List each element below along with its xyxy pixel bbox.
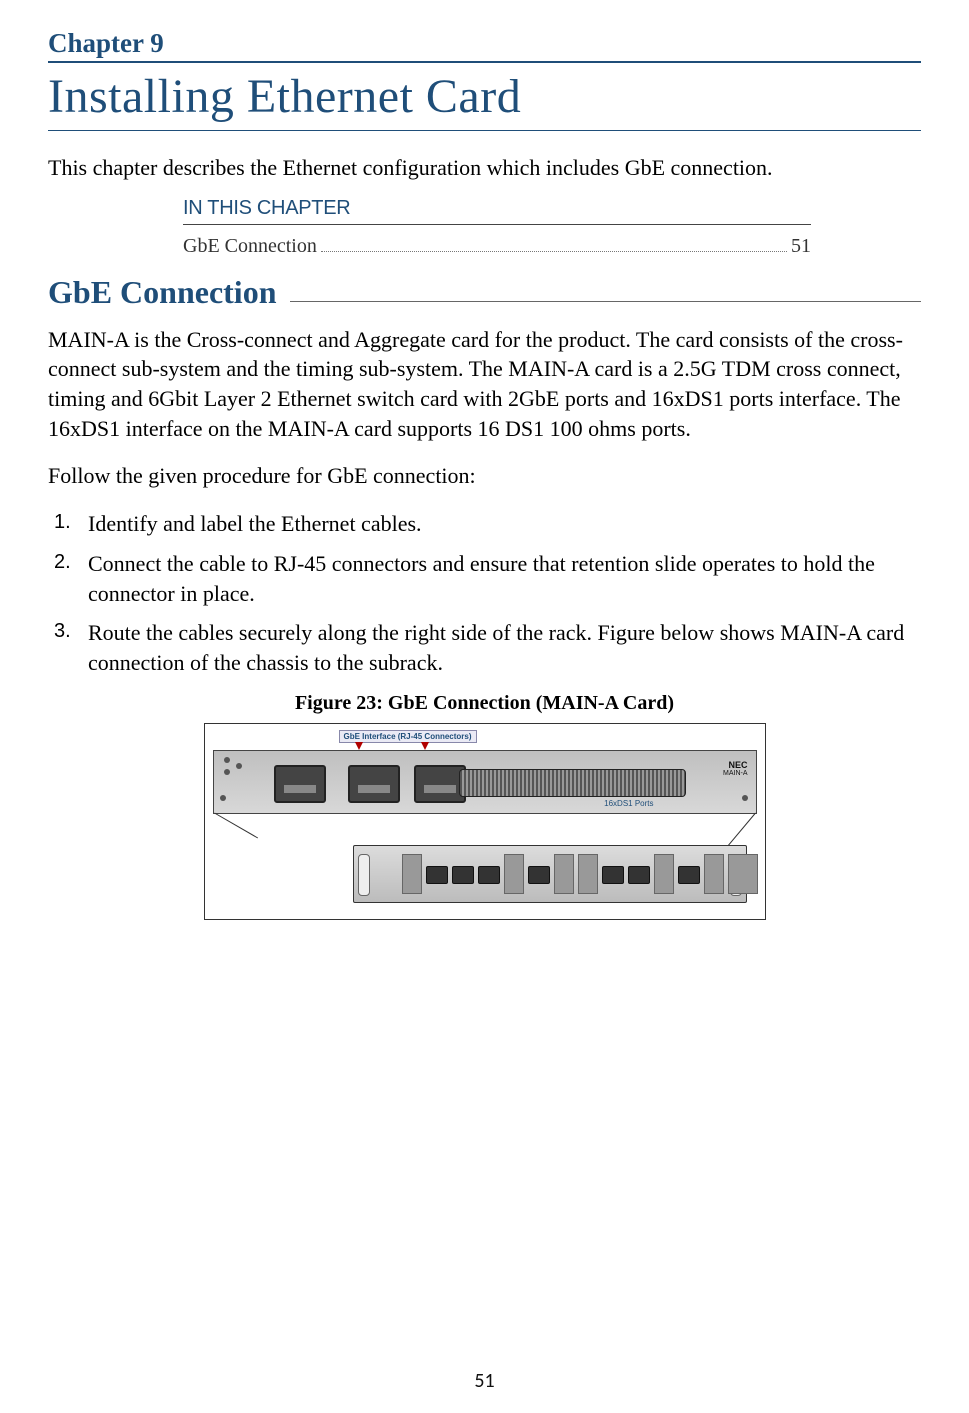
- screw-icon: [742, 795, 748, 801]
- rj45-port-icon: [348, 765, 400, 803]
- screw-icon: [220, 795, 226, 801]
- ds1-ports-label: 16xDS1 Ports: [604, 799, 653, 808]
- toc-dots: [321, 233, 787, 252]
- rj45-port-icon: [414, 765, 466, 803]
- in-this-chapter-block: IN THIS CHAPTER GbE Connection 51: [183, 197, 811, 258]
- chassis-modules: [402, 854, 698, 894]
- rule-top: [48, 61, 921, 63]
- chassis-subrack: [353, 845, 747, 903]
- toc-entry: GbE Connection 51: [183, 233, 811, 258]
- module-icon: [654, 854, 674, 894]
- step-1: Identify and label the Ethernet cables.: [76, 509, 921, 539]
- module-icon: [402, 854, 422, 894]
- zoom-guideline: [214, 812, 258, 838]
- brand-text: NEC: [723, 761, 748, 771]
- ds1-connector-icon: [459, 769, 686, 797]
- main-a-card-top: 16xDS1 Ports NEC MAIN-A: [213, 750, 757, 814]
- figure-caption: Figure 23: GbE Connection (MAIN-A Card): [48, 692, 921, 715]
- arrow-icon: [421, 742, 429, 750]
- toc-heading: IN THIS CHAPTER: [183, 197, 811, 220]
- module-icon: [578, 854, 598, 894]
- procedure-list: Identify and label the Ethernet cables. …: [48, 509, 921, 677]
- toc-entry-page: 51: [791, 235, 811, 258]
- step-2: Connect the cable to RJ-45 connectors an…: [76, 549, 921, 608]
- mini-port-icon: [602, 866, 624, 884]
- card-brand: NEC MAIN-A: [723, 761, 748, 779]
- module-icon: [504, 854, 524, 894]
- section-title: GbE Connection: [48, 274, 290, 311]
- rj45-port-icon: [274, 765, 326, 803]
- section-rule: [290, 301, 921, 303]
- mini-port-icon: [426, 866, 448, 884]
- mini-port-icon: [628, 866, 650, 884]
- mini-port-icon: [678, 866, 700, 884]
- handle-icon: [358, 854, 370, 896]
- mini-port-icon: [478, 866, 500, 884]
- page-number: 51: [0, 1369, 969, 1393]
- toc-entry-label: GbE Connection: [183, 235, 317, 258]
- section-para-1: MAIN-A is the Cross-connect and Aggregat…: [48, 325, 921, 444]
- section-heading-row: GbE Connection: [48, 274, 921, 311]
- figure-gbe-connection: GbE Interface (RJ-45 Connectors) 16xDS1 …: [204, 723, 766, 920]
- led-icon: [224, 769, 230, 775]
- module-icon: [728, 854, 758, 894]
- step-3: Route the cables securely along the righ…: [76, 618, 921, 677]
- led-icon: [236, 763, 242, 769]
- section-para-2: Follow the given procedure for GbE conne…: [48, 461, 921, 491]
- chapter-intro: This chapter describes the Ethernet conf…: [48, 153, 921, 183]
- rule-under-title: [48, 130, 921, 131]
- module-icon: [704, 854, 724, 894]
- led-icon: [224, 757, 230, 763]
- chapter-label: Chapter 9: [48, 28, 921, 59]
- module-icon: [554, 854, 574, 894]
- arrow-icon: [355, 742, 363, 750]
- toc-rule: [183, 224, 811, 225]
- chapter-title: Installing Ethernet Card: [48, 69, 921, 124]
- mini-port-icon: [452, 866, 474, 884]
- brand-subtext: MAIN-A: [723, 770, 748, 778]
- mini-port-icon: [528, 866, 550, 884]
